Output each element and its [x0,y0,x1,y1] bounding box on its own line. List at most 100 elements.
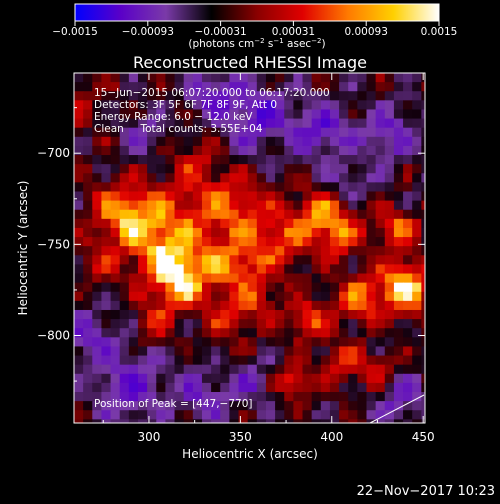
heatmap-cell [92,328,103,338]
heatmap-cell [192,264,203,275]
heatmap-cell [101,282,112,293]
heatmap-cell [403,173,413,183]
heatmap-cell [384,82,395,92]
heatmap-cell [128,218,139,229]
heatmap-cell [74,328,84,338]
heatmap-cell [357,100,368,111]
heatmap-cell [238,109,249,120]
heatmap-cell [302,300,313,311]
heatmap-cell [384,127,395,138]
heatmap-cell [256,191,267,202]
heatmap-cell [74,401,84,411]
heatmap-cell [165,410,176,420]
heatmap-cell [339,401,349,411]
heatmap-cell [229,237,240,247]
heatmap-cell [183,173,194,183]
axes: 300 350 400 450−700−750−800 [37,73,435,444]
colorbar-ticks: −0.0015 −0.00093 −0.00031 0.00031 0.00093 0.0… [52,21,457,38]
heatmap-cell [302,346,313,357]
heatmap-cell [366,191,377,202]
heatmap-cell [220,227,230,238]
heatmap-cell [393,136,404,147]
heatmap-cell [329,328,340,338]
heatmap-cell [128,73,139,83]
heatmap-cell [284,410,294,420]
heatmap-cell [256,182,267,193]
heatmap-cell [348,328,358,338]
heatmap-cell [137,346,148,357]
heatmap-cell [393,300,404,311]
heatmap-cell [403,237,413,247]
heatmap-cell [165,118,176,129]
heatmap-cell [366,401,377,411]
heatmap-cell [174,346,185,357]
heatmap-cell [211,410,221,420]
heatmap-cell [119,309,130,320]
heatmap-cell [119,100,130,111]
heatmap-cell [320,100,331,111]
heatmap-cell [275,337,285,348]
heatmap-cell [247,118,258,129]
heatmap-cell [366,91,377,101]
heatmap-cell [119,109,130,120]
heatmap-cell [311,82,322,92]
heatmap-cell [348,319,358,329]
heatmap-cell [174,410,185,420]
heatmap-cell [302,136,313,147]
heatmap-cell [238,264,249,275]
heatmap-cell [101,410,112,420]
heatmap-cell [238,355,249,366]
heatmap-cell [110,373,121,384]
heatmap-cell [302,246,313,256]
heatmap-cell [421,218,425,229]
heatmap-cell [238,127,249,138]
heatmap-cell [384,291,395,302]
heatmap-cell [375,218,386,229]
heatmap-cell [128,309,139,320]
heatmap-cell [375,346,386,357]
heatmap-cell [384,182,395,193]
heatmap-cell [92,392,103,402]
heatmap-cell [165,382,176,393]
heatmap-cell [293,319,304,329]
heatmap-cell [375,419,386,423]
heatmap-cell [339,136,349,147]
heatmap-cell [229,191,240,202]
heatmap-cell [147,337,157,348]
heatmap-cell [412,309,422,320]
heatmap-cell [256,382,267,393]
heatmap-cell [256,346,267,357]
heatmap-cell [247,282,258,293]
heatmap-cell [284,373,294,384]
colorbar-tick-label: −0.00093 [122,26,174,38]
heatmap-cell [201,264,212,275]
heatmap-cell [421,319,425,329]
heatmap-cell [110,218,121,229]
heatmap-cell [74,291,84,302]
heatmap-cell [92,346,103,357]
heatmap-cell [275,118,285,129]
heatmap-cell [348,182,358,193]
heatmap-cell [403,255,413,266]
heatmap-cell [147,182,157,193]
heatmap-cell [101,337,112,348]
heatmap-cell [375,109,386,120]
heatmap-cell [83,100,93,111]
heatmap-cell [348,191,358,202]
heatmap-cell [229,419,240,423]
heatmap-cell [201,164,212,174]
heatmap-cell [265,237,276,247]
heatmap-cell [211,73,221,83]
heatmap-cell [265,282,276,293]
heatmap-cell [74,419,84,423]
heatmap-cell [302,255,313,266]
heatmap-cell [265,246,276,256]
heatmap-cell [302,218,313,229]
heatmap-cell [92,218,103,229]
heatmap-cell [174,319,185,329]
heatmap-cell [339,91,349,101]
heatmap-cell [183,401,194,411]
heatmap-cell [220,401,230,411]
heatmap-cell [357,273,368,284]
heatmap-cell [265,337,276,348]
